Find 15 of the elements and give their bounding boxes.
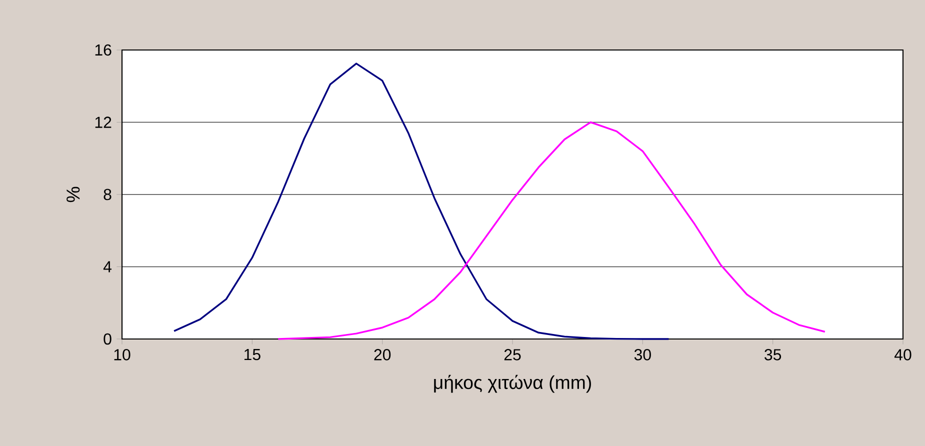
- x-tick-label: 15: [244, 349, 260, 360]
- y-axis-title: %: [66, 186, 80, 202]
- x-tick-label: 35: [764, 349, 782, 360]
- y-tick-label: 4: [103, 261, 112, 272]
- x-tick-label: 25: [504, 349, 521, 360]
- line-series: [173, 62, 670, 340]
- x-tick-label: 10: [114, 349, 130, 360]
- x-tick-label: 20: [374, 349, 391, 360]
- y-tick-label: 8: [104, 188, 112, 200]
- x-axis-title: μήκος χιτώνα (mm): [434, 374, 591, 393]
- y-tick-label: 12: [95, 116, 112, 128]
- x-tick-label: 30: [634, 349, 651, 360]
- y-tick-label: 16: [95, 44, 112, 56]
- y-tick-label: 0: [104, 333, 112, 345]
- x-tick-label: 40: [894, 349, 912, 360]
